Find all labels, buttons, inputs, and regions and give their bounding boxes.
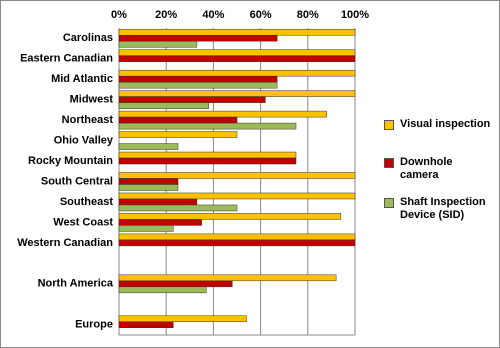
bar — [118, 239, 356, 247]
bar — [118, 110, 327, 118]
y-tick-label: Southeast — [60, 196, 114, 208]
y-tick-label: Mid Atlantic — [51, 73, 113, 85]
legend-label: Downhole camera — [400, 156, 453, 181]
bar — [118, 178, 179, 185]
y-tick-label: Rocky Mountain — [28, 155, 113, 167]
x-tick-label: 60% — [250, 9, 272, 21]
bar — [118, 198, 198, 206]
x-tick-label: 20% — [155, 9, 177, 21]
bar — [118, 28, 356, 36]
legend-label: Visual inspection — [400, 118, 491, 130]
legend-swatch — [384, 158, 394, 168]
legend-swatch — [384, 120, 394, 130]
bar — [118, 274, 337, 282]
bar — [118, 116, 238, 124]
x-tick-label: 0% — [111, 9, 127, 21]
bar — [118, 151, 297, 159]
y-tick-label: Western Canadian — [17, 237, 113, 249]
bar — [118, 192, 356, 200]
bar — [118, 286, 207, 294]
x-tick-label: 40% — [202, 9, 224, 21]
bar — [118, 172, 356, 179]
bar — [118, 122, 297, 130]
bar — [118, 90, 356, 97]
bar — [118, 280, 233, 288]
y-tick-label: North America — [38, 278, 114, 290]
bar — [118, 102, 209, 109]
bar — [118, 69, 356, 77]
bar — [118, 96, 266, 103]
y-tick-label: Midwest — [70, 94, 114, 106]
bar — [118, 49, 356, 56]
bar — [118, 184, 179, 191]
bar — [118, 143, 179, 150]
bar — [118, 321, 174, 329]
y-tick-label: West Coast — [53, 216, 113, 228]
bar — [118, 233, 356, 241]
x-tick-label: 80% — [297, 9, 319, 21]
y-tick-label: Carolinas — [63, 32, 113, 44]
legend-item: Downhole camera — [384, 156, 494, 182]
legend-swatch — [384, 198, 394, 208]
bar — [118, 204, 238, 212]
bar — [118, 219, 202, 226]
y-tick-label: Europe — [75, 319, 113, 331]
bar — [118, 315, 247, 323]
y-tick-label: Northeast — [62, 114, 114, 126]
bar — [118, 81, 278, 89]
bar — [118, 55, 356, 62]
bar — [118, 40, 198, 48]
bar — [118, 34, 278, 42]
x-tick-label: 100% — [341, 9, 369, 21]
bar — [118, 157, 297, 165]
legend-item: Visual inspection — [384, 118, 494, 131]
bar — [118, 213, 342, 220]
bar — [118, 225, 174, 232]
y-tick-label: Ohio Valley — [54, 134, 114, 146]
y-tick-label: South Central — [41, 175, 113, 187]
bar — [118, 75, 278, 83]
legend-item: Shaft Inspection Device (SID) — [384, 196, 494, 222]
y-tick-label: Eastern Canadian — [20, 53, 113, 65]
legend-label: Shaft Inspection Device (SID) — [400, 196, 486, 221]
bar — [118, 131, 238, 138]
